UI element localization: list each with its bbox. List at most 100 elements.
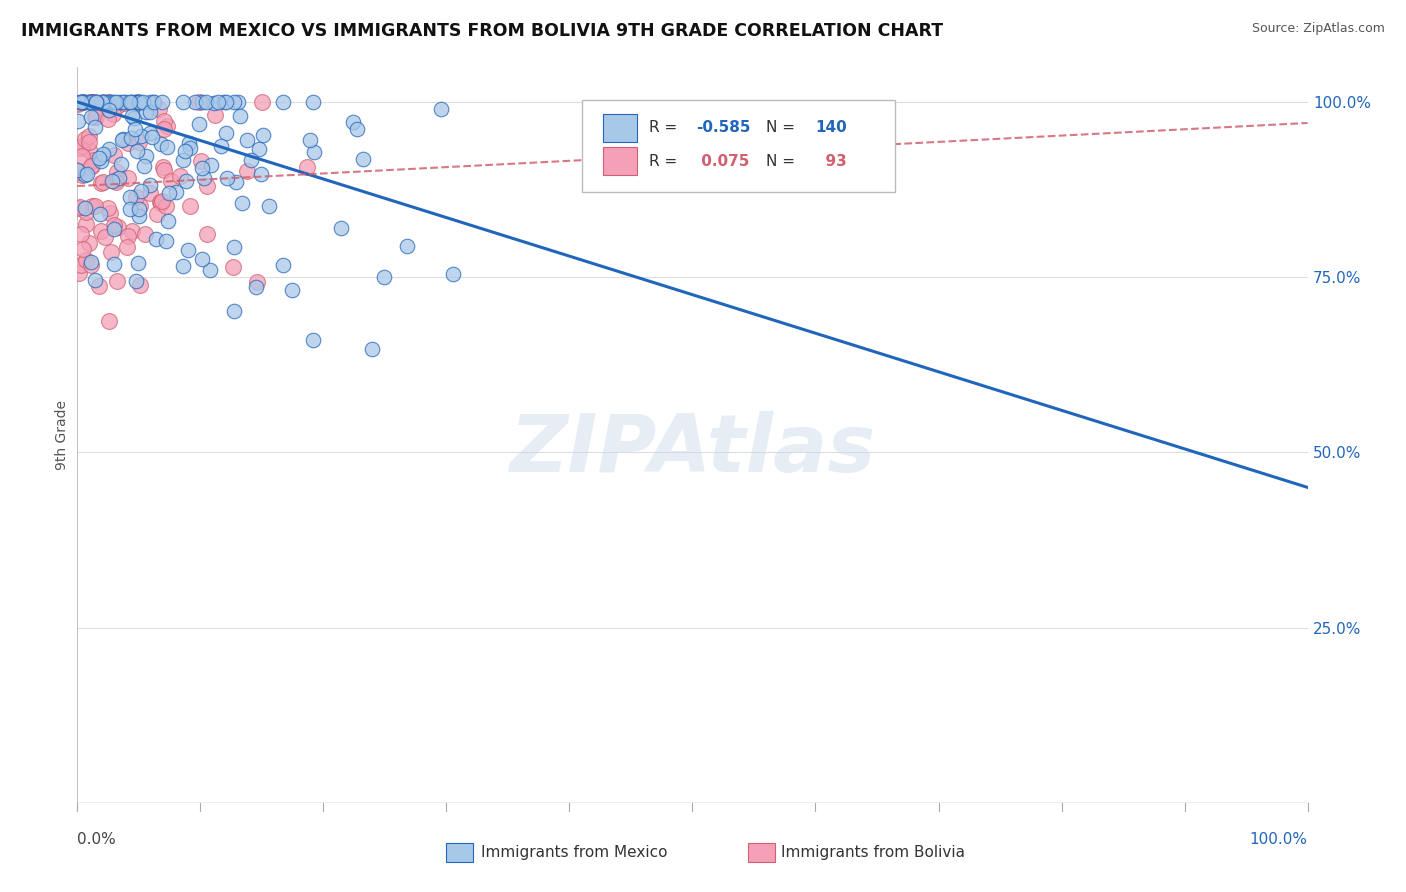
Text: ZIPAtlas: ZIPAtlas bbox=[509, 410, 876, 489]
Point bbox=[79, 95, 101, 109]
Point bbox=[160, 174, 183, 188]
Point bbox=[103, 257, 125, 271]
Point bbox=[72, 95, 94, 109]
Point bbox=[94, 230, 117, 244]
Point bbox=[149, 195, 172, 210]
Point bbox=[84, 110, 107, 124]
Point bbox=[115, 240, 138, 254]
Point bbox=[127, 255, 149, 269]
Point bbox=[222, 260, 245, 274]
Point bbox=[329, 221, 352, 235]
Point bbox=[73, 169, 96, 183]
Point bbox=[252, 128, 274, 142]
Point bbox=[117, 171, 139, 186]
Point bbox=[69, 95, 91, 109]
Point bbox=[174, 145, 197, 159]
Point bbox=[271, 95, 294, 109]
Point bbox=[155, 234, 177, 248]
Point bbox=[217, 171, 239, 186]
Point bbox=[228, 109, 250, 123]
Point bbox=[159, 186, 181, 200]
Point bbox=[91, 95, 114, 109]
Point bbox=[107, 219, 129, 234]
Point bbox=[67, 201, 90, 215]
Point bbox=[79, 95, 101, 109]
Point bbox=[105, 274, 128, 288]
Point bbox=[190, 153, 212, 168]
Point bbox=[125, 274, 148, 288]
Point bbox=[124, 96, 146, 111]
Point bbox=[124, 190, 146, 204]
Point bbox=[153, 162, 176, 177]
Point bbox=[103, 95, 125, 109]
Point bbox=[141, 129, 163, 144]
Point bbox=[101, 174, 124, 188]
Point bbox=[91, 146, 114, 161]
Point bbox=[197, 227, 219, 241]
Point bbox=[120, 202, 142, 216]
FancyBboxPatch shape bbox=[582, 100, 896, 192]
Point bbox=[152, 121, 174, 136]
Point bbox=[129, 184, 152, 198]
Text: IMMIGRANTS FROM MEXICO VS IMMIGRANTS FROM BOLIVIA 9TH GRADE CORRELATION CHART: IMMIGRANTS FROM MEXICO VS IMMIGRANTS FRO… bbox=[21, 22, 943, 40]
Point bbox=[80, 95, 103, 109]
Point bbox=[90, 177, 112, 191]
Point bbox=[156, 214, 179, 228]
Point bbox=[100, 95, 122, 109]
Point bbox=[77, 235, 100, 250]
Point bbox=[138, 186, 160, 201]
Point bbox=[250, 167, 273, 181]
Point bbox=[246, 275, 269, 289]
Y-axis label: 9th Grade: 9th Grade bbox=[55, 400, 69, 470]
Point bbox=[127, 95, 149, 109]
Point bbox=[73, 95, 96, 109]
Point bbox=[299, 133, 322, 147]
Text: Immigrants from Bolivia: Immigrants from Bolivia bbox=[782, 845, 965, 860]
Point bbox=[120, 131, 142, 145]
Point bbox=[84, 120, 107, 134]
Point bbox=[135, 149, 157, 163]
Point bbox=[215, 126, 238, 140]
Point bbox=[80, 199, 103, 213]
Point bbox=[69, 141, 91, 155]
Point bbox=[236, 133, 259, 147]
Point bbox=[342, 115, 364, 129]
Text: -0.585: -0.585 bbox=[696, 120, 751, 136]
Point bbox=[129, 278, 152, 293]
Point bbox=[239, 153, 262, 168]
Point bbox=[84, 273, 107, 287]
Point bbox=[76, 167, 98, 181]
Point bbox=[97, 95, 120, 109]
Point bbox=[67, 113, 90, 128]
Point bbox=[302, 95, 325, 109]
Point bbox=[134, 227, 156, 241]
Point bbox=[128, 135, 150, 149]
Point bbox=[174, 174, 197, 188]
Point bbox=[105, 175, 128, 189]
Point bbox=[191, 95, 214, 109]
Point bbox=[72, 95, 94, 109]
FancyBboxPatch shape bbox=[447, 843, 474, 862]
Point bbox=[98, 95, 121, 109]
Point bbox=[183, 95, 205, 109]
Point bbox=[247, 142, 270, 156]
Point bbox=[111, 133, 134, 147]
Point bbox=[66, 96, 89, 111]
Point bbox=[139, 105, 162, 120]
Point bbox=[361, 342, 384, 356]
Point bbox=[145, 232, 167, 246]
Point bbox=[83, 153, 105, 168]
Point bbox=[103, 219, 125, 233]
Point bbox=[125, 95, 148, 109]
Point bbox=[224, 304, 246, 318]
Point bbox=[273, 258, 295, 272]
Point bbox=[86, 95, 108, 109]
Point bbox=[194, 95, 217, 109]
Point bbox=[132, 95, 155, 109]
Text: 100.0%: 100.0% bbox=[1250, 832, 1308, 847]
Point bbox=[172, 95, 194, 109]
Text: N =: N = bbox=[766, 120, 800, 136]
Point bbox=[172, 259, 194, 273]
Point bbox=[143, 95, 166, 109]
Point bbox=[125, 144, 148, 158]
